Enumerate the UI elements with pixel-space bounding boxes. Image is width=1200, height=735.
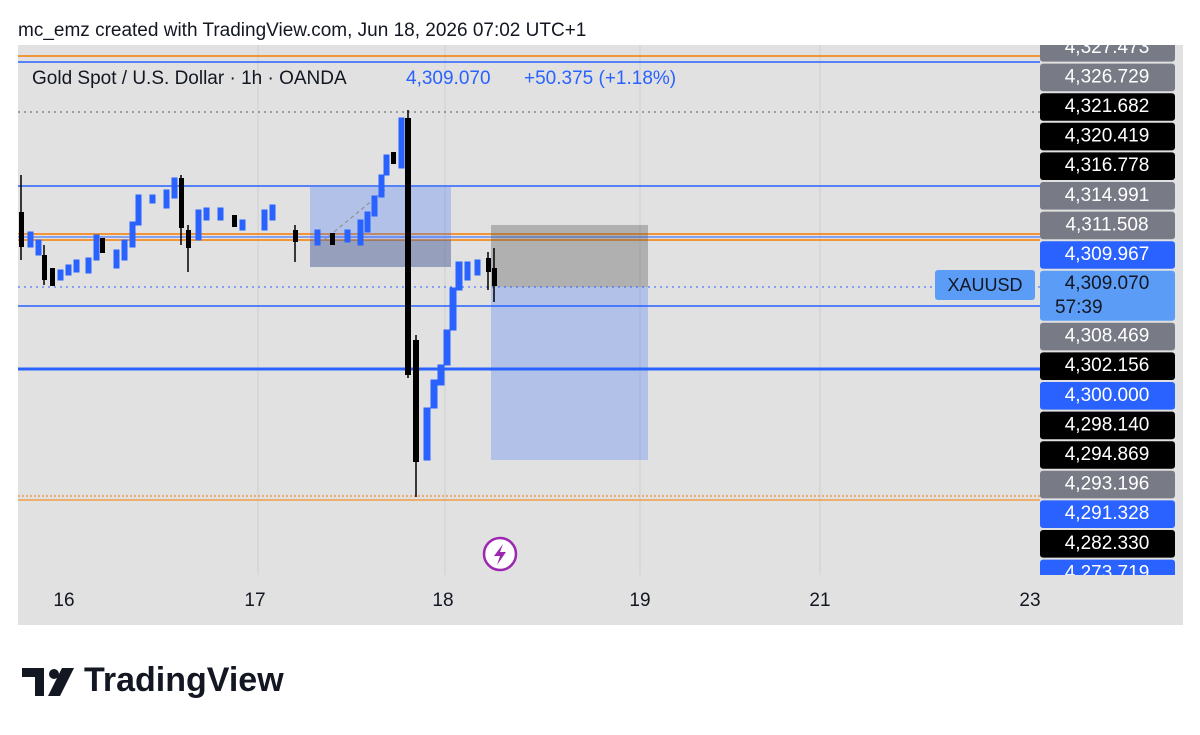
- last-price: 4,309.070: [406, 68, 491, 89]
- logo-dot: [49, 669, 59, 679]
- price-label-bg: [1040, 470, 1175, 499]
- time-label: 16: [53, 590, 74, 611]
- price-label: 4,314.991: [1065, 185, 1150, 206]
- price-label: 4,298.140: [1065, 414, 1150, 435]
- time-axis: 16 17 18 19 21 23: [53, 590, 1040, 611]
- time-label: 21: [809, 590, 830, 611]
- price-label: 4,302.156: [1065, 355, 1150, 376]
- logo-mark: [22, 668, 44, 696]
- price-axis: 4,327.473 4,326.729 4,321.682 4,320.419 4,31…: [1040, 37, 1175, 583]
- price-label: 4,326.729: [1065, 66, 1150, 87]
- symbol-tag: XAUUSD: [947, 275, 1022, 295]
- price-label: 4,316.778: [1065, 155, 1150, 176]
- price-label-bg: [1040, 45, 1175, 62]
- price-label-bg: [1040, 559, 1175, 575]
- price-label: 4,327.473: [1065, 37, 1150, 58]
- price-change: +50.375 (+1.18%): [524, 68, 676, 89]
- header: mc_emz created with TradingView.com, Jun…: [18, 20, 586, 41]
- price-label: 4,311.508: [1065, 214, 1148, 235]
- price-label-bg: [1040, 322, 1175, 351]
- price-label: 4,273.719: [1065, 562, 1150, 583]
- price-label: 4,294.869: [1065, 444, 1150, 465]
- time-label: 18: [432, 590, 453, 611]
- logo-text: TradingView: [84, 661, 284, 699]
- symbol-name: Gold Spot / U.S. Dollar · 1h · OANDA: [32, 68, 347, 89]
- price-label-bg: [1040, 352, 1175, 380]
- price-label: 4,308.469: [1065, 326, 1150, 347]
- price-label-bg: [1040, 211, 1175, 240]
- time-label: 23: [1019, 590, 1040, 611]
- price-label-bg: [1040, 93, 1175, 121]
- price-label-bg: [1040, 270, 1175, 321]
- price-label: 4,291.328: [1065, 503, 1150, 524]
- price-label-bg: [1040, 530, 1175, 558]
- price-label-bg: [1040, 182, 1175, 210]
- price-label-bg: [1040, 63, 1175, 92]
- drawings: [18, 45, 1040, 575]
- price-label: 4,320.419: [1065, 126, 1150, 147]
- price-label-bg: [1040, 152, 1175, 180]
- time-label: 19: [629, 590, 650, 611]
- price-label: 4,309.070: [1065, 273, 1150, 294]
- countdown: 57:39: [1055, 297, 1103, 318]
- event-bolt: [494, 544, 506, 565]
- price-label-bg: [1040, 441, 1175, 469]
- price-label-bg: [1040, 241, 1175, 269]
- symbol-tag-bg: [935, 270, 1035, 300]
- price-label-bg: [1040, 411, 1175, 440]
- candles: [19, 110, 497, 497]
- time-label: 17: [244, 590, 265, 611]
- price-label: 4,282.330: [1065, 533, 1150, 554]
- price-label-bg: [1040, 122, 1175, 151]
- price-label: 4,300.000: [1065, 385, 1150, 406]
- price-label: 4,293.196: [1065, 474, 1150, 495]
- logo-slash: [48, 668, 74, 696]
- price-label-bg: [1040, 382, 1175, 410]
- price-label: 4,309.967: [1065, 244, 1150, 265]
- price-label-bg: [1040, 500, 1175, 528]
- price-label: 4,321.682: [1065, 96, 1150, 117]
- chart-pane: [18, 45, 1183, 625]
